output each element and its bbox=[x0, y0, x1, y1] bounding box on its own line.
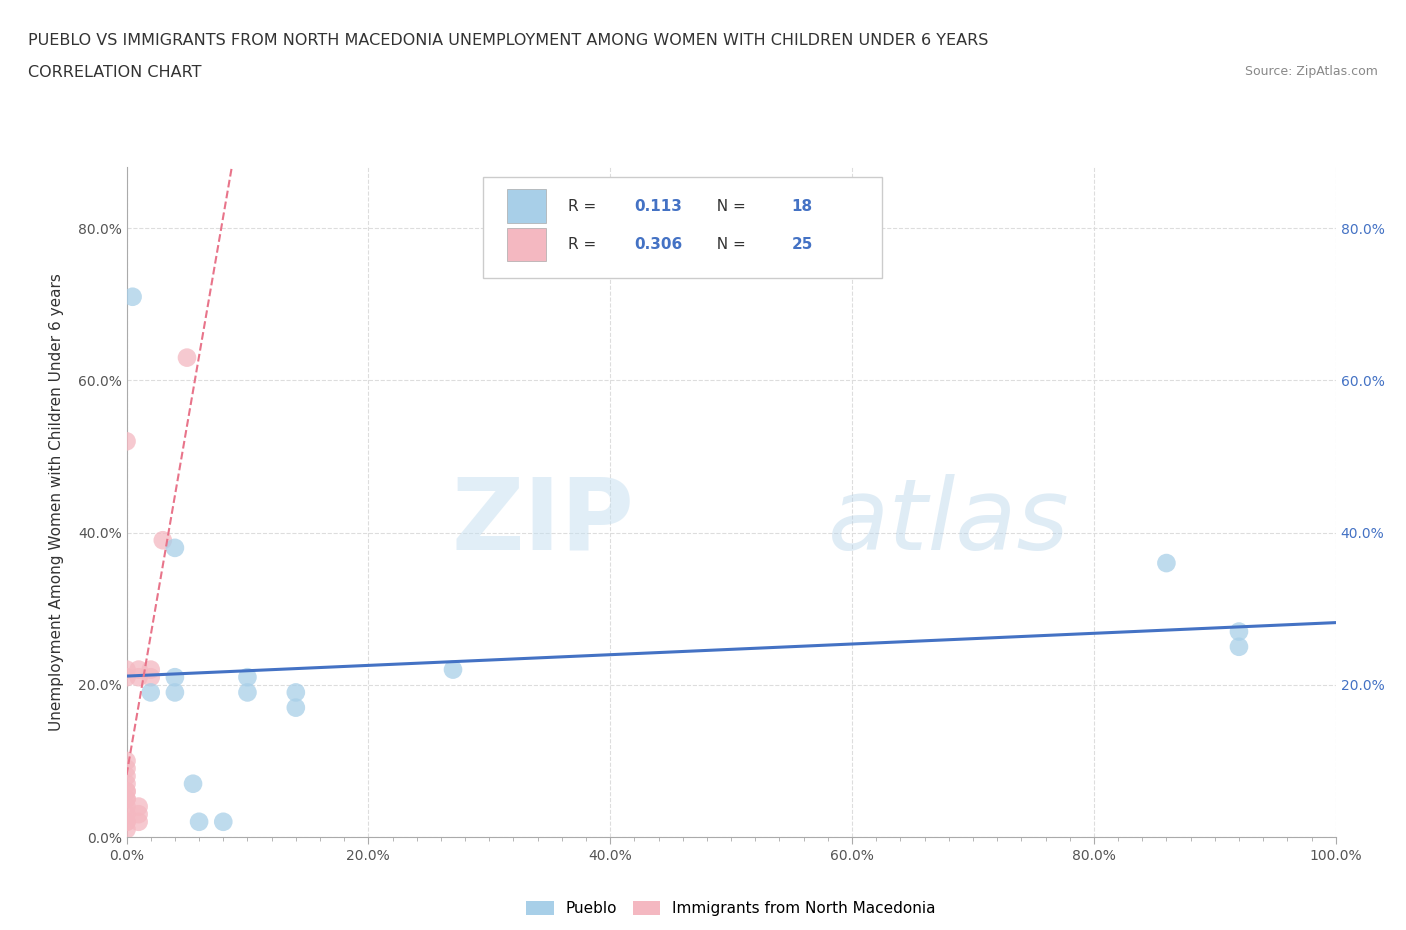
Point bbox=[115, 769, 138, 784]
Point bbox=[236, 670, 259, 684]
Point bbox=[121, 289, 143, 304]
Y-axis label: Unemployment Among Women with Children Under 6 years: Unemployment Among Women with Children U… bbox=[49, 273, 63, 731]
Point bbox=[115, 434, 138, 449]
Point bbox=[1227, 639, 1250, 654]
Point bbox=[139, 670, 162, 684]
Point bbox=[176, 351, 198, 365]
Point bbox=[115, 761, 138, 776]
Point bbox=[115, 806, 138, 821]
Legend: Pueblo, Immigrants from North Macedonia: Pueblo, Immigrants from North Macedonia bbox=[526, 901, 936, 916]
Text: ZIP: ZIP bbox=[451, 473, 634, 571]
Point bbox=[163, 670, 186, 684]
Point bbox=[128, 670, 150, 684]
Point bbox=[152, 533, 174, 548]
Text: atlas: atlas bbox=[828, 473, 1070, 571]
Point bbox=[115, 670, 138, 684]
Text: CORRELATION CHART: CORRELATION CHART bbox=[28, 65, 201, 80]
Point bbox=[128, 815, 150, 830]
Point bbox=[115, 815, 138, 830]
Point bbox=[212, 815, 235, 830]
Point bbox=[115, 784, 138, 799]
Text: 0.113: 0.113 bbox=[634, 199, 682, 214]
FancyBboxPatch shape bbox=[508, 228, 546, 261]
Point bbox=[236, 685, 259, 700]
Point bbox=[115, 753, 138, 768]
Text: 25: 25 bbox=[792, 237, 813, 252]
Text: PUEBLO VS IMMIGRANTS FROM NORTH MACEDONIA UNEMPLOYMENT AMONG WOMEN WITH CHILDREN: PUEBLO VS IMMIGRANTS FROM NORTH MACEDONI… bbox=[28, 33, 988, 47]
Point bbox=[181, 777, 204, 791]
Text: 0.306: 0.306 bbox=[634, 237, 683, 252]
Point bbox=[188, 815, 211, 830]
Point bbox=[115, 791, 138, 806]
Point bbox=[115, 822, 138, 837]
Text: N =: N = bbox=[707, 199, 751, 214]
Text: N =: N = bbox=[707, 237, 751, 252]
Point bbox=[128, 799, 150, 814]
Point bbox=[139, 662, 162, 677]
Point bbox=[139, 685, 162, 700]
Point bbox=[1227, 624, 1250, 639]
Point bbox=[115, 662, 138, 677]
Point bbox=[115, 777, 138, 791]
Text: R =: R = bbox=[568, 237, 600, 252]
Point bbox=[115, 791, 138, 806]
Point bbox=[128, 806, 150, 821]
Point bbox=[1156, 555, 1178, 570]
Point bbox=[441, 662, 464, 677]
Text: 18: 18 bbox=[792, 199, 813, 214]
Text: R =: R = bbox=[568, 199, 600, 214]
Text: Source: ZipAtlas.com: Source: ZipAtlas.com bbox=[1244, 65, 1378, 78]
Point bbox=[128, 662, 150, 677]
Point bbox=[115, 799, 138, 814]
Point bbox=[115, 815, 138, 830]
Point bbox=[284, 700, 307, 715]
FancyBboxPatch shape bbox=[508, 190, 546, 223]
Point bbox=[163, 540, 186, 555]
Point bbox=[163, 685, 186, 700]
Point bbox=[284, 685, 307, 700]
FancyBboxPatch shape bbox=[484, 178, 883, 278]
Point bbox=[115, 784, 138, 799]
